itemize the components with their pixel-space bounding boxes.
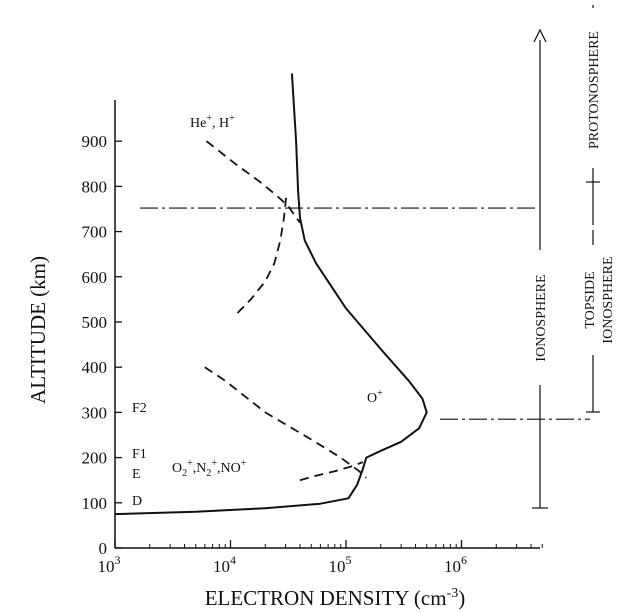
region-label-ionosphere: IONOSPHERE: [534, 274, 549, 361]
series: [114, 73, 428, 516]
region-label-topside-2: IONOSPHERE: [601, 256, 616, 343]
ion-density-curve: [204, 366, 367, 479]
label-o-plus: O+: [367, 388, 383, 406]
x-tick-label: 106: [444, 553, 467, 576]
x-axis-title: ELECTRON DENSITY (cm-3): [205, 586, 466, 610]
y-tick-label: 800: [82, 177, 108, 196]
y-ticks: 0 100 200 300 400 500 600 700 800 900: [82, 132, 122, 558]
y-tick-label: 600: [82, 268, 108, 287]
y-tick-label: 400: [82, 358, 108, 377]
ion-density-curve: [299, 461, 364, 482]
region-label-topside-1: TOPSIDE: [583, 271, 598, 328]
y-axis-title: ALTITUDE (km): [26, 256, 50, 404]
region-brackets: IONOSPHERE PROTONOSPHERE TOPSIDE IONOSPH…: [532, 5, 616, 509]
x-tick-label: 104: [213, 553, 236, 576]
y-tick-label: 200: [82, 449, 108, 468]
reference-lines: [140, 207, 590, 420]
ionosphere-arrowhead: [533, 28, 547, 43]
y-tick-label: 900: [82, 132, 108, 151]
ion-density-curve: [205, 140, 301, 224]
electron-density-curve: [114, 73, 428, 516]
x-tick-label: 103: [98, 553, 121, 576]
layer-label-d: D: [132, 494, 142, 509]
label-molecular-ions: O2+,N2+,NO+: [172, 458, 247, 479]
region-label-protonosphere: PROTONOSPHERE: [587, 31, 602, 149]
y-tick-label: 700: [82, 223, 108, 242]
x-ticks: 103 104 105 106: [98, 540, 543, 576]
label-he-h: He+, H+: [190, 113, 235, 131]
y-tick-label: 100: [82, 494, 108, 513]
layer-label-e: E: [132, 467, 141, 482]
y-tick-label: 0: [99, 539, 108, 558]
layer-label-f1: F1: [132, 447, 147, 462]
y-tick-label: 300: [82, 403, 108, 422]
ion-density-curve: [236, 195, 288, 314]
x-tick-label: 105: [329, 553, 352, 576]
y-tick-label: 500: [82, 313, 108, 332]
layer-label-f2: F2: [132, 401, 147, 416]
axes: [114, 100, 540, 549]
